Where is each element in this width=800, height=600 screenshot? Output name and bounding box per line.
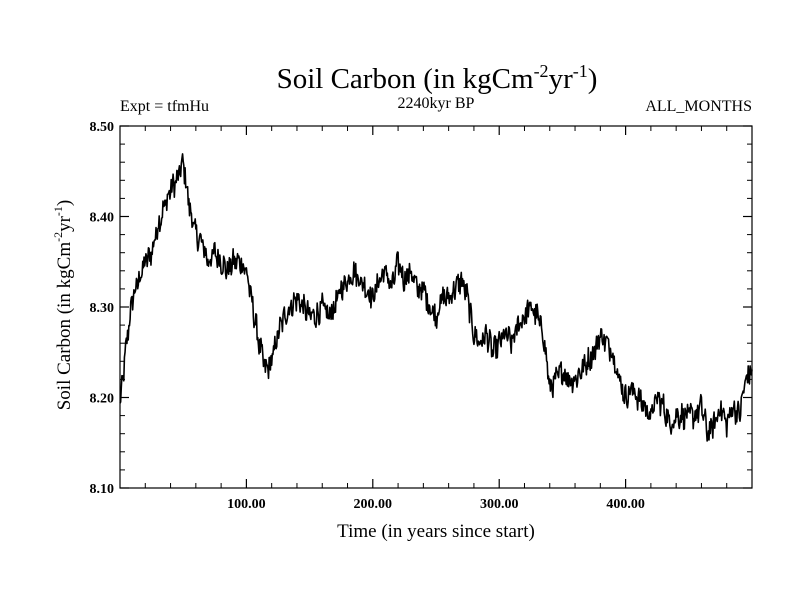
subtitle-center: 2240kyr BP [398, 95, 475, 112]
y-tick-label: 8.20 [90, 392, 115, 407]
series-line [119, 153, 753, 442]
y-axis-label-main: Soil Carbon (in kgCm [54, 242, 75, 411]
x-tick-label: 400.00 [606, 497, 645, 512]
y-tick-label: 8.50 [90, 120, 115, 135]
y-tick-label: 8.30 [90, 301, 115, 316]
x-tick-label: 200.00 [354, 497, 393, 512]
chart-title: Soil Carbon (in kgCm-2yr-1) [277, 61, 598, 95]
chart-title-sup1: -2 [534, 61, 549, 81]
y-axis-label-sup2: -1 [51, 206, 65, 216]
chart-title-sup2: -1 [573, 61, 588, 81]
x-tick-label: 300.00 [480, 497, 519, 512]
series-layer [119, 153, 753, 442]
plot-frame [119, 125, 753, 489]
x-axis-label: Time (in years since start) [337, 521, 535, 542]
chart-title-main: Soil Carbon (in kgCm [277, 63, 534, 95]
y-axis-label-end: ) [54, 200, 75, 206]
y-tick-label: 8.40 [90, 211, 115, 226]
y-axis-label-sup1: -2 [51, 232, 65, 242]
ticks-layer: 8.10 8.20 8.30 8.40 8.50 100.00 200.00 300.00 40… [90, 120, 752, 512]
chart-title-mid: yr [549, 63, 574, 95]
subtitle-left: Expt = tfmHu [120, 98, 209, 115]
x-tick-label: 100.00 [227, 497, 266, 512]
y-axis-label-mid: yr [54, 215, 75, 232]
y-tick-label: 8.10 [90, 482, 115, 497]
subtitle-right: ALL_MONTHS [645, 98, 752, 115]
y-axis-label: Soil Carbon (in kgCm-2yr-1) [51, 200, 75, 411]
chart-title-end: ) [588, 63, 598, 95]
